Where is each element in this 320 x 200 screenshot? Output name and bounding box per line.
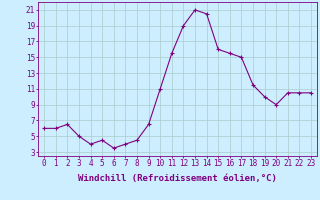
- X-axis label: Windchill (Refroidissement éolien,°C): Windchill (Refroidissement éolien,°C): [78, 174, 277, 183]
